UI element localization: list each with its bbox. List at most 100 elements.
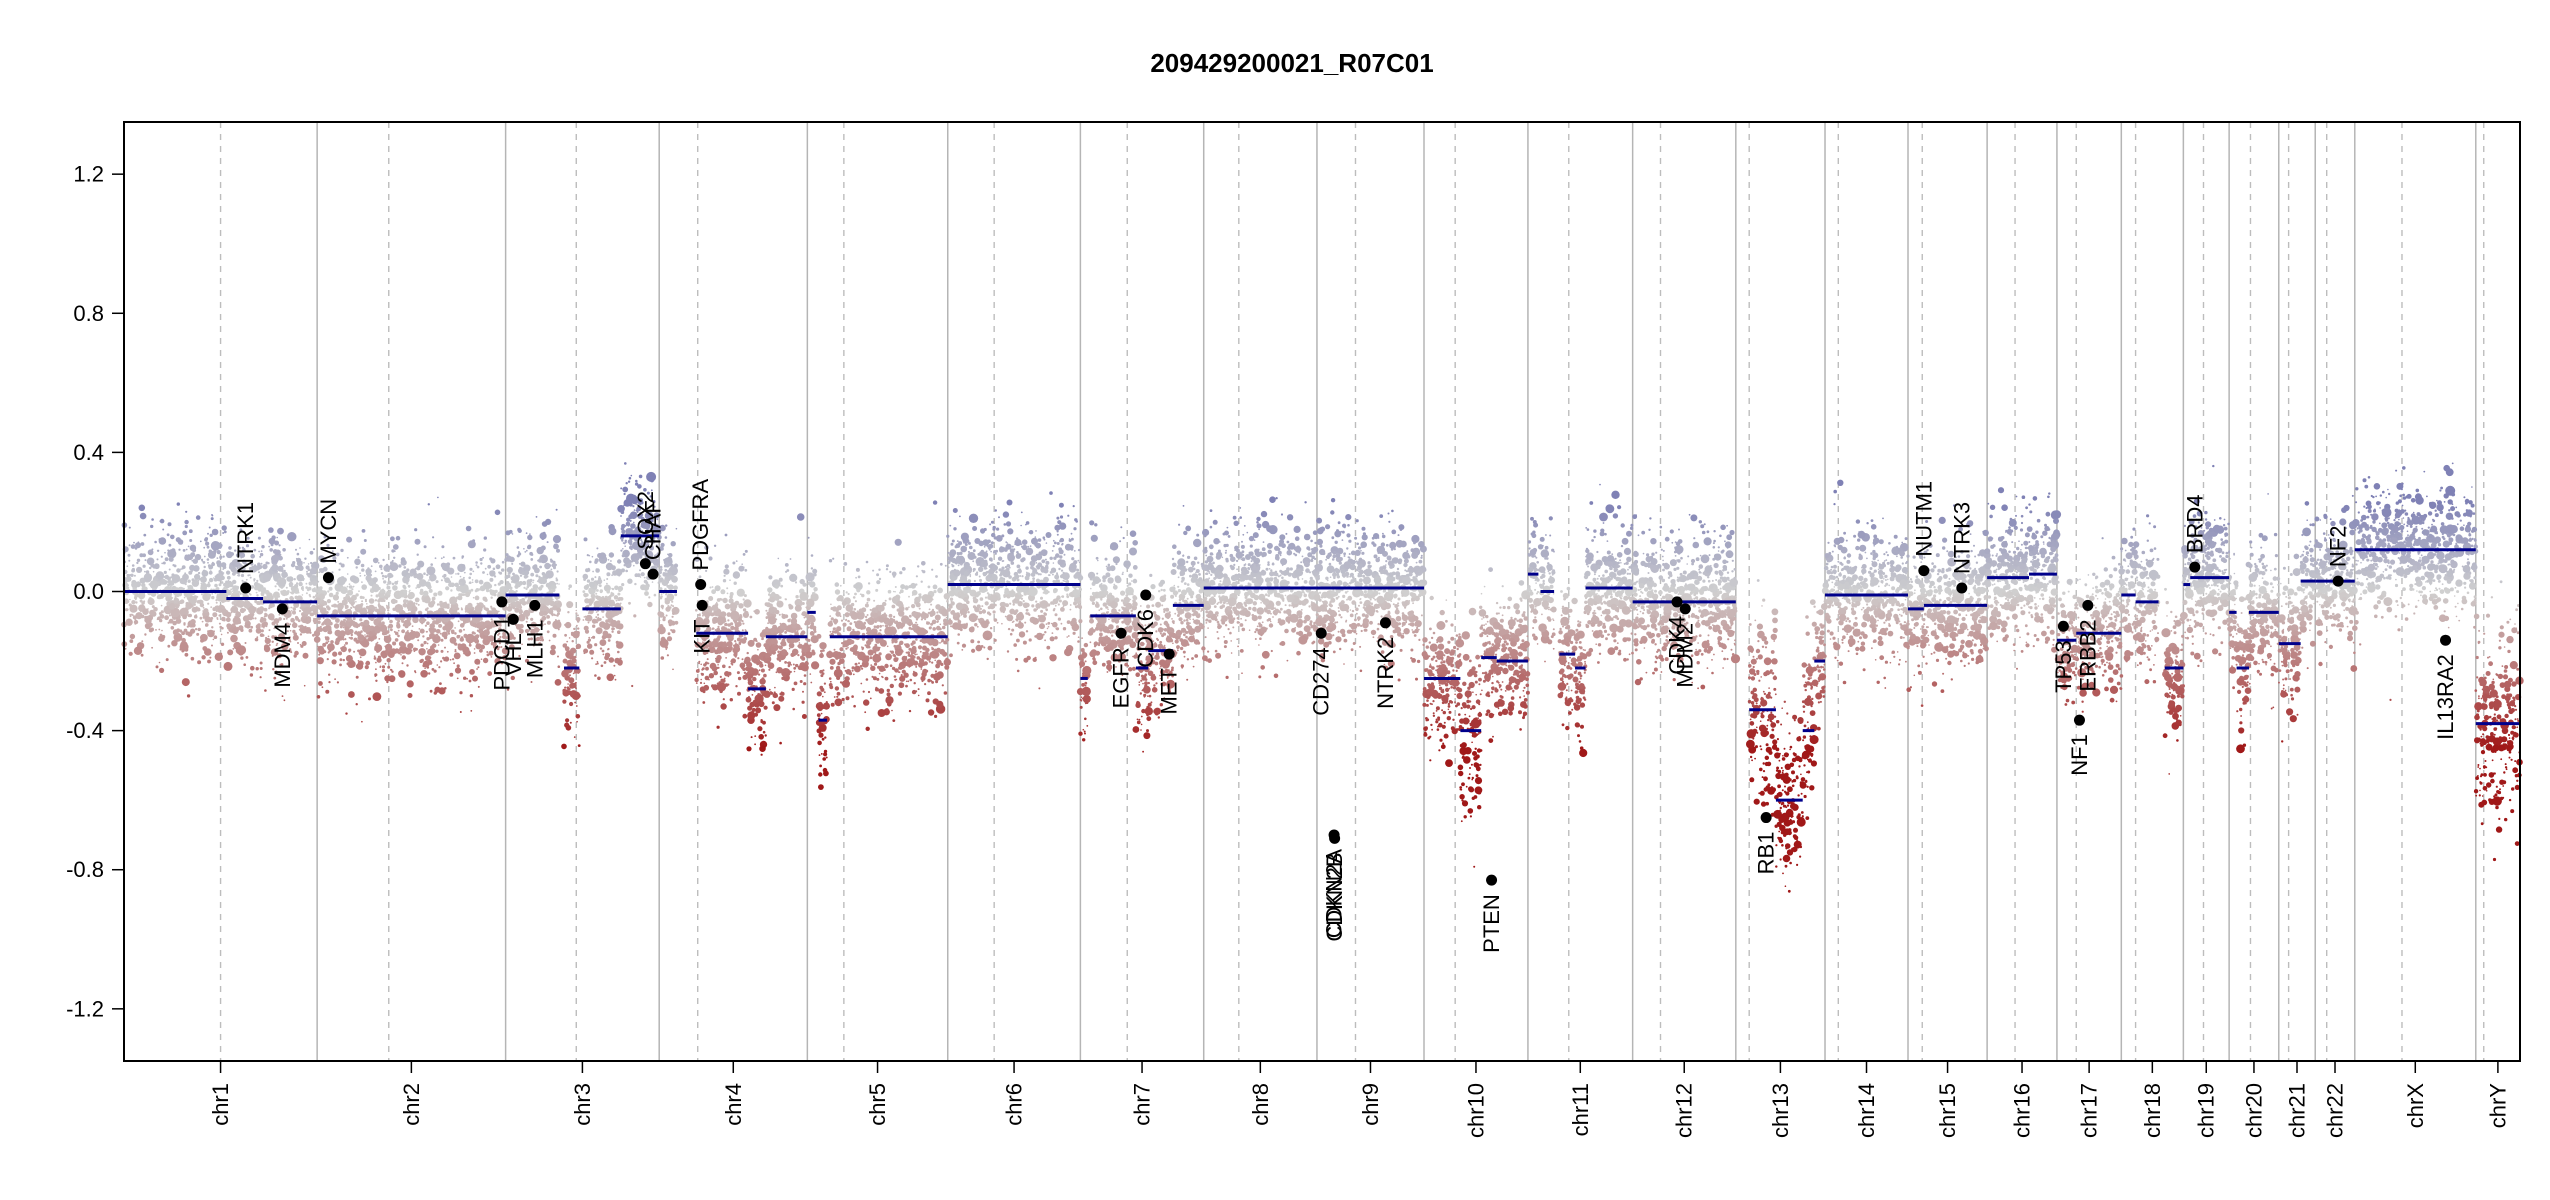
probe-point [734,626,739,632]
probe-point [407,609,410,611]
probe-point [450,629,455,634]
probe-point [597,676,601,681]
probe-point [713,670,718,676]
probe-point [772,644,775,647]
probe-point [543,598,551,606]
probe-point [138,504,146,512]
probe-point [190,567,193,570]
probe-point [199,602,205,608]
probe-point [825,756,828,759]
probe-point [380,590,383,594]
probe-point [242,559,247,565]
probe-point [233,565,236,568]
probe-point [884,618,889,623]
probe-point [388,676,392,680]
probe-point [767,587,773,593]
probe-point [449,658,452,661]
probe-point [552,599,554,601]
probe-point [617,559,622,564]
probe-point [350,606,353,610]
probe-point [912,655,916,659]
probe-point [389,619,393,624]
probe-point [449,636,457,644]
probe-point [335,591,339,596]
probe-point [351,599,355,603]
probe-point [807,626,810,629]
probe-point [813,595,816,598]
probe-point [627,578,633,584]
probe-point [670,629,673,632]
probe-point [275,644,278,646]
probe-point [414,528,418,532]
probe-point [501,560,505,564]
probe-point [342,658,345,662]
probe-point [461,564,466,568]
probe-point [856,621,859,624]
probe-point [911,594,914,596]
probe-point [180,568,182,570]
probe-point [944,564,947,567]
probe-point [474,579,479,584]
probe-point [595,627,603,635]
probe-point [471,579,474,581]
probe-point [768,575,773,580]
probe-point [623,492,626,496]
probe-point [545,518,552,526]
probe-point [329,628,332,631]
probe-point [717,625,720,629]
probe-point [647,601,653,608]
probe-point [468,576,472,580]
probe-point [332,594,339,601]
probe-point [230,607,236,613]
probe-point [535,574,539,578]
probe-point [790,618,798,625]
probe-point [588,636,591,639]
probe-point [355,703,358,706]
probe-point [612,570,618,576]
probe-point [516,554,520,558]
probe-point [872,632,875,635]
probe-point [250,540,254,544]
probe-point [527,545,531,550]
probe-point [853,645,856,648]
probe-point [412,616,419,624]
probe-point [554,679,562,686]
probe-point [768,603,773,608]
probe-point [733,643,740,650]
probe-point [179,642,189,652]
probe-point [874,620,877,623]
probe-point [777,600,780,603]
probe-point [733,626,736,629]
probe-point [416,583,421,589]
probe-point [296,557,302,563]
probe-point [373,657,377,660]
probe-point [671,600,674,603]
probe-point [737,657,740,660]
probe-point [486,651,489,653]
probe-point [355,675,359,679]
probe-point [167,644,171,648]
probe-point [708,596,714,601]
probe-point [800,627,803,630]
probe-point [373,607,375,610]
probe-point [383,580,387,584]
probe-point [741,634,744,637]
probe-point [624,545,626,547]
probe-point [611,611,614,615]
probe-point [281,637,285,641]
probe-point [854,600,858,603]
probe-point [307,563,310,565]
probe-point [912,671,918,677]
probe-point [805,572,815,582]
probe-point [989,627,993,630]
probe-point [921,569,924,572]
probe-point [591,555,594,558]
probe-point [215,609,218,613]
probe-point [167,550,175,557]
probe-point [381,574,385,578]
probe-point [875,646,880,652]
probe-point [799,578,805,585]
probe-point [188,595,197,605]
probe-point [878,568,881,571]
probe-point [362,607,367,613]
